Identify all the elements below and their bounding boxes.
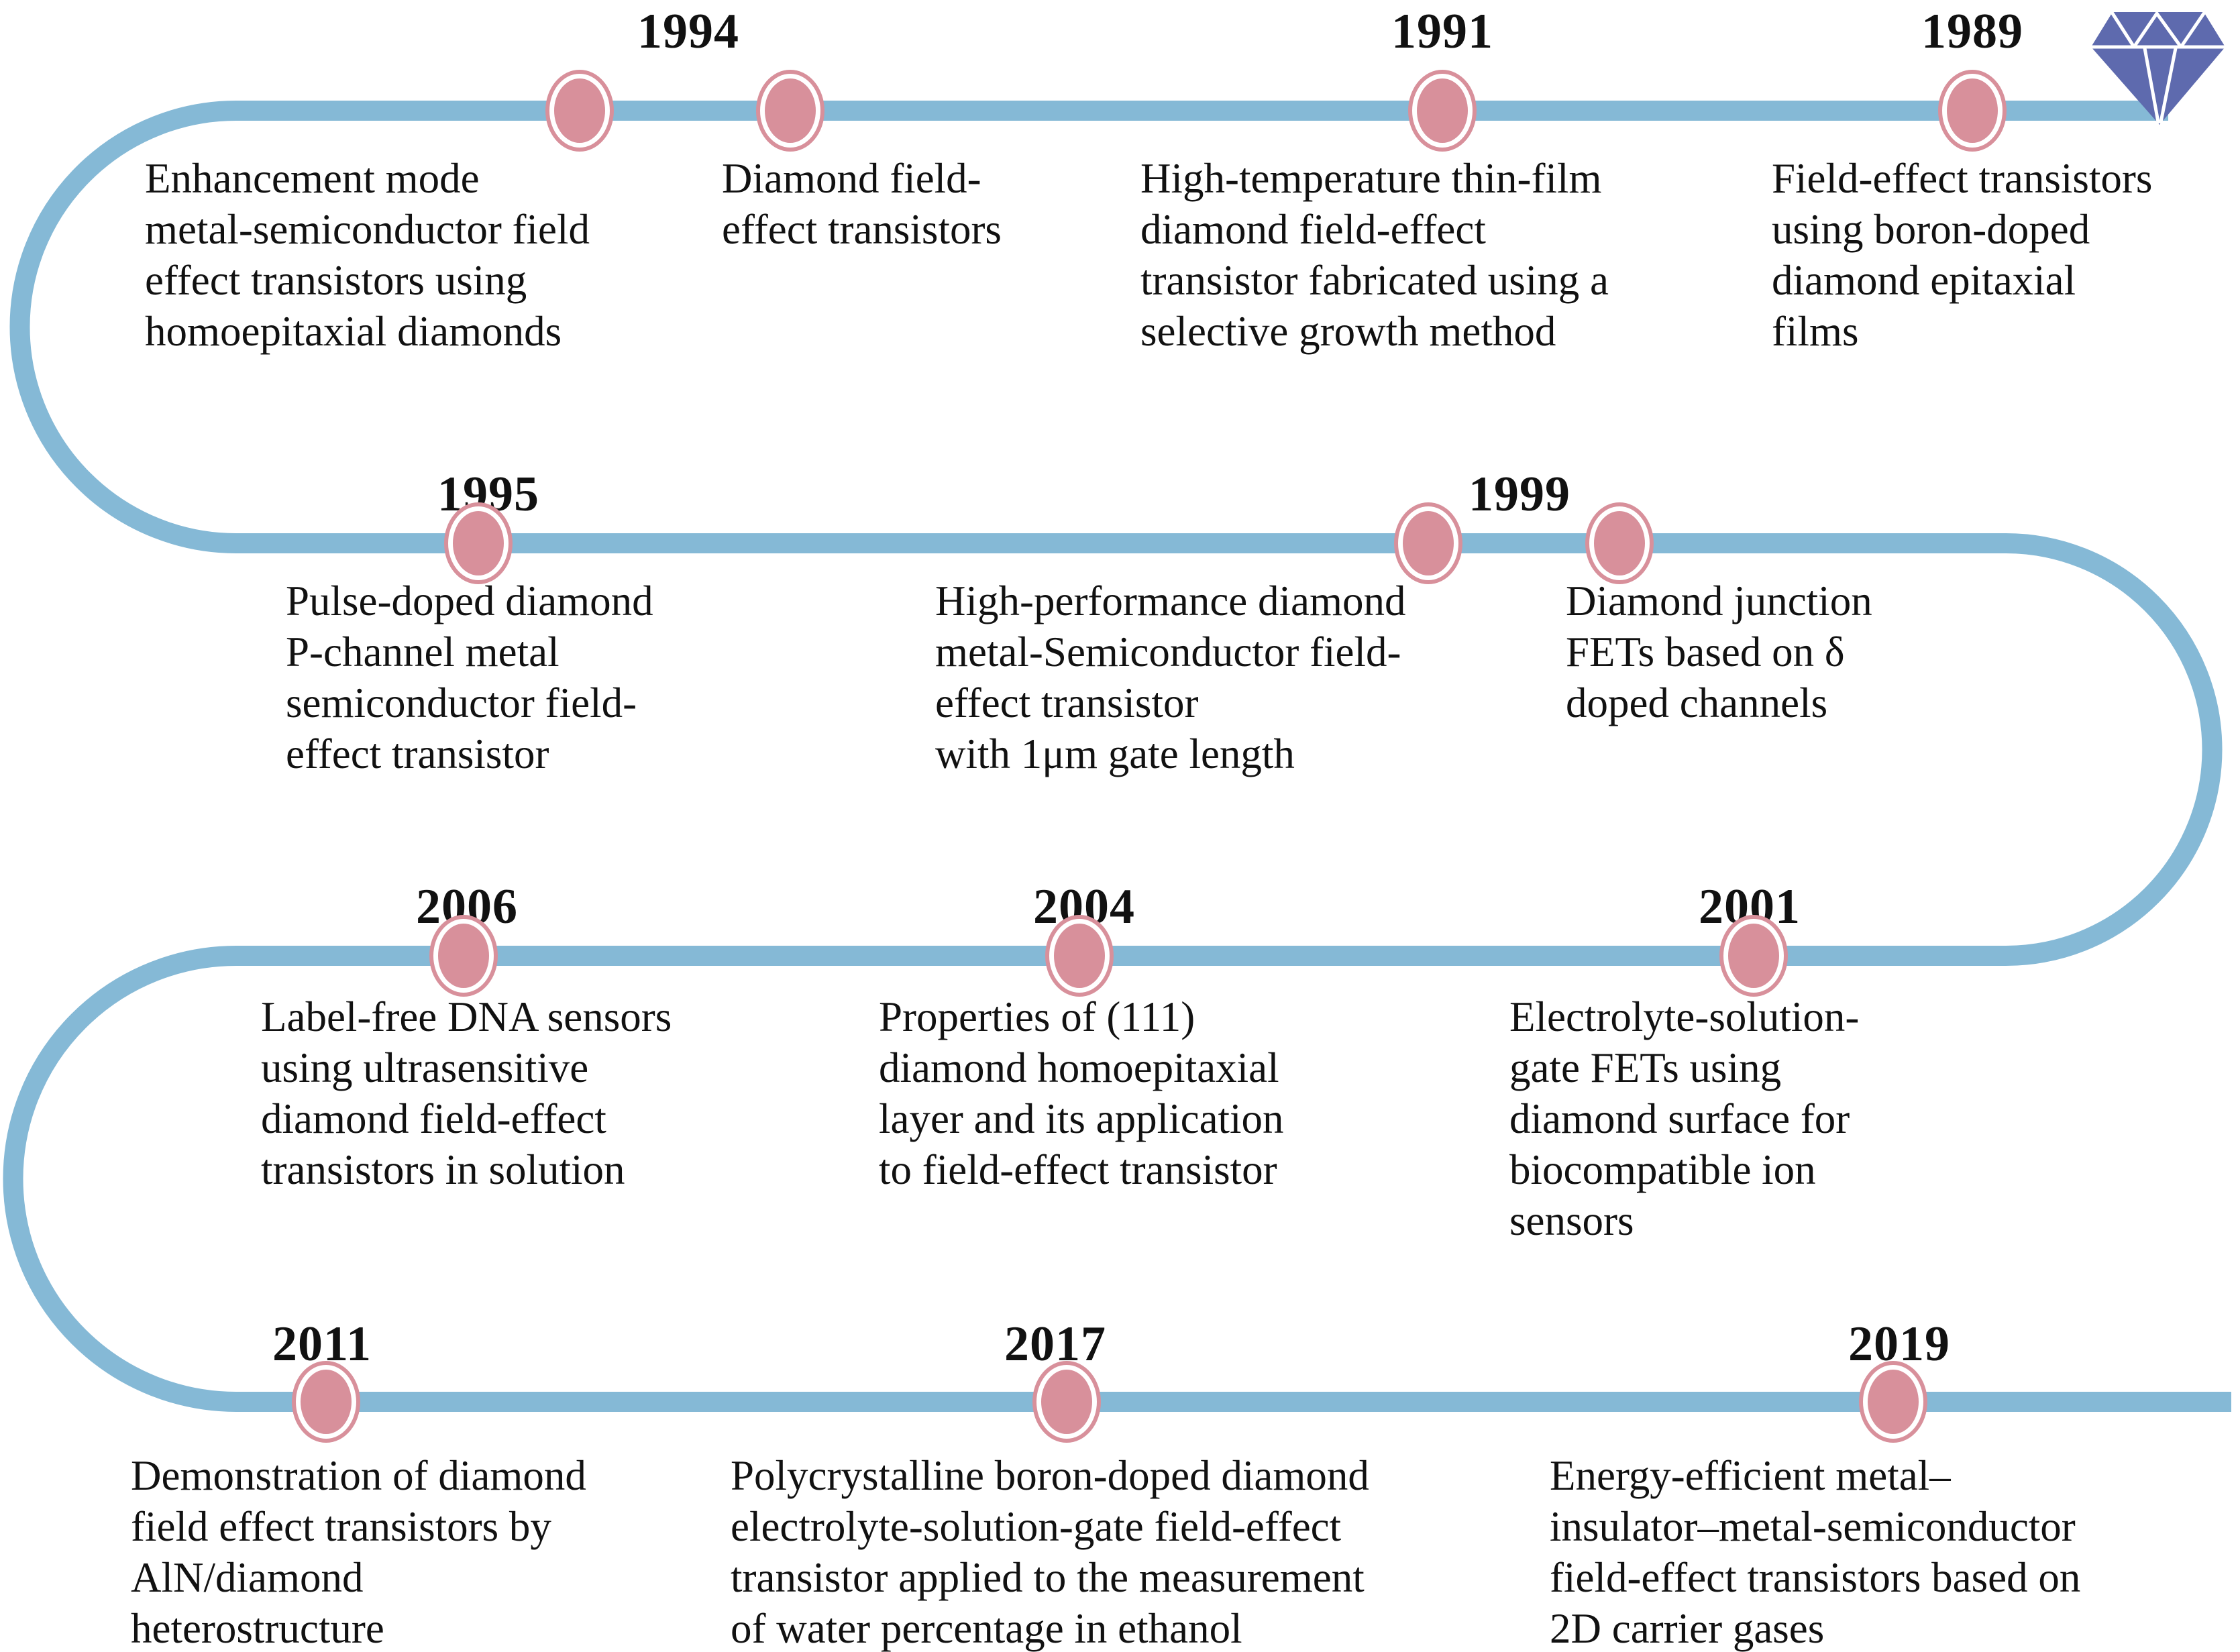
timeline-marker-2011 [296, 1365, 356, 1439]
event-text-2001: Electrolyte-solution- gate FETs using di… [1509, 993, 1860, 1244]
year-label-1994: 1994 [637, 4, 739, 59]
event-text-2004: Properties of (111) diamond homoepitaxia… [879, 993, 1284, 1193]
event-text-2006: Label-free DNA sensors using ultrasensit… [261, 993, 672, 1193]
year-label-1991: 1991 [1391, 4, 1493, 59]
event-text-1994-enhancement: Enhancement mode metal-semiconductor fie… [145, 155, 590, 355]
event-text-2019: Energy-efficient metal– insulator–metal-… [1550, 1452, 2081, 1652]
timeline-marker-2001 [1723, 919, 1784, 993]
timeline-marker-1994-enhancement [549, 74, 610, 148]
diamond-gem-icon [2090, 11, 2226, 125]
timeline-marker-2006 [433, 919, 494, 993]
year-label-1999: 1999 [1469, 467, 1570, 522]
timeline-marker-1989 [1942, 74, 2003, 148]
timeline-marker-1999-junction-fets [1589, 506, 1650, 580]
event-text-2017: Polycrystalline boron-doped diamond elec… [731, 1452, 1369, 1652]
timeline-marker-2019 [1863, 1365, 1923, 1439]
year-label-2019: 2019 [1848, 1317, 1950, 1372]
timeline-marker-1995 [448, 506, 509, 580]
timeline-marker-1991 [1412, 74, 1473, 148]
year-label-1989: 1989 [1921, 4, 2023, 59]
year-label-2017: 2017 [1004, 1317, 1106, 1372]
timeline-serpentine-line [3, 101, 2231, 1412]
timeline-marker-1994-diamond-fet [760, 74, 820, 148]
year-label-2011: 2011 [272, 1317, 372, 1372]
event-text-1991: High-temperature thin-film diamond field… [1140, 155, 1609, 355]
timeline-marker-2004 [1049, 919, 1110, 993]
event-text-1999-junction-fets: Diamond junction FETs based on δ doped c… [1566, 577, 1872, 726]
event-text-1989: Field-effect transistors using boron-dop… [1772, 155, 2153, 355]
event-text-1995: Pulse-doped diamond P-channel metal semi… [286, 577, 653, 777]
timeline-marker-2017 [1036, 1365, 1097, 1439]
event-text-1994-diamond-fet: Diamond field- effect transistors [722, 155, 1002, 253]
event-text-1999-high-performance: High-performance diamond metal-Semicondu… [935, 577, 1406, 777]
timeline-marker-1999-high-performance [1398, 506, 1458, 580]
event-text-2011: Demonstration of diamond field effect tr… [131, 1452, 586, 1652]
